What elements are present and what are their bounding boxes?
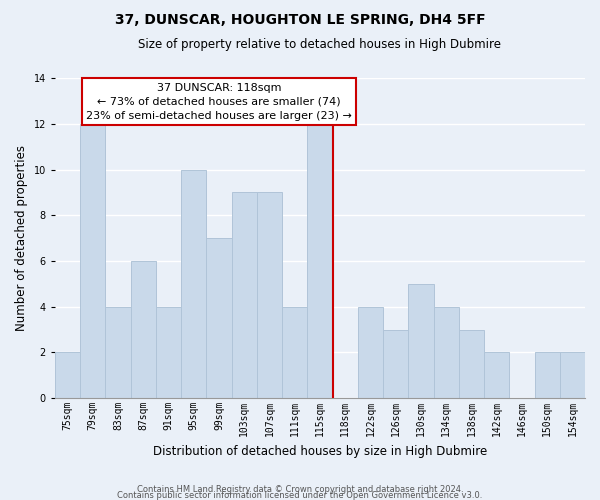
Bar <box>206 238 232 398</box>
Bar <box>560 352 585 398</box>
Bar <box>181 170 206 398</box>
Bar <box>80 124 106 398</box>
Bar <box>434 306 459 398</box>
Bar <box>232 192 257 398</box>
Y-axis label: Number of detached properties: Number of detached properties <box>15 145 28 331</box>
Bar <box>257 192 282 398</box>
Bar <box>535 352 560 398</box>
Text: 37, DUNSCAR, HOUGHTON LE SPRING, DH4 5FF: 37, DUNSCAR, HOUGHTON LE SPRING, DH4 5FF <box>115 12 485 26</box>
Bar <box>131 261 156 398</box>
Text: 37 DUNSCAR: 118sqm
← 73% of detached houses are smaller (74)
23% of semi-detache: 37 DUNSCAR: 118sqm ← 73% of detached hou… <box>86 82 352 120</box>
Bar <box>358 306 383 398</box>
Bar <box>484 352 509 398</box>
Bar <box>106 306 131 398</box>
Bar <box>409 284 434 398</box>
Bar <box>383 330 409 398</box>
Text: Contains HM Land Registry data © Crown copyright and database right 2024.: Contains HM Land Registry data © Crown c… <box>137 484 463 494</box>
Bar <box>282 306 307 398</box>
Bar <box>459 330 484 398</box>
Title: Size of property relative to detached houses in High Dubmire: Size of property relative to detached ho… <box>139 38 502 51</box>
Bar <box>156 306 181 398</box>
Bar <box>307 124 332 398</box>
Text: Contains public sector information licensed under the Open Government Licence v3: Contains public sector information licen… <box>118 490 482 500</box>
X-axis label: Distribution of detached houses by size in High Dubmire: Distribution of detached houses by size … <box>153 444 487 458</box>
Bar <box>55 352 80 398</box>
